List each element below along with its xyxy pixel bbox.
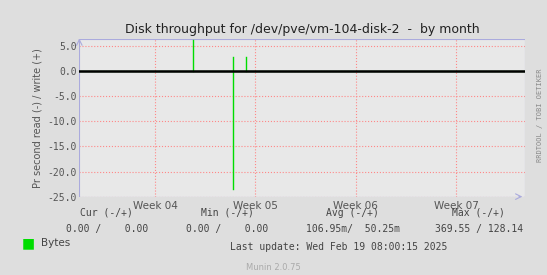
Text: 0.00 /    0.00: 0.00 / 0.00	[66, 224, 148, 234]
Text: Bytes: Bytes	[41, 238, 70, 248]
Text: Cur (-/+): Cur (-/+)	[80, 208, 133, 218]
Text: Min (-/+): Min (-/+)	[201, 208, 253, 218]
Text: Avg (-/+): Avg (-/+)	[327, 208, 379, 218]
Text: 369.55 / 128.14: 369.55 / 128.14	[434, 224, 523, 234]
Y-axis label: Pr second read (-) / write (+): Pr second read (-) / write (+)	[33, 48, 43, 188]
Text: 106.95m/  50.25m: 106.95m/ 50.25m	[306, 224, 400, 234]
Text: 0.00 /    0.00: 0.00 / 0.00	[186, 224, 268, 234]
Text: Last update: Wed Feb 19 08:00:15 2025: Last update: Wed Feb 19 08:00:15 2025	[230, 242, 448, 252]
Text: ■: ■	[22, 236, 35, 250]
Text: Max (-/+): Max (-/+)	[452, 208, 505, 218]
Text: Munin 2.0.75: Munin 2.0.75	[246, 263, 301, 271]
Title: Disk throughput for /dev/pve/vm-104-disk-2  -  by month: Disk throughput for /dev/pve/vm-104-disk…	[125, 23, 480, 36]
Text: RRDTOOL / TOBI OETIKER: RRDTOOL / TOBI OETIKER	[537, 69, 543, 162]
